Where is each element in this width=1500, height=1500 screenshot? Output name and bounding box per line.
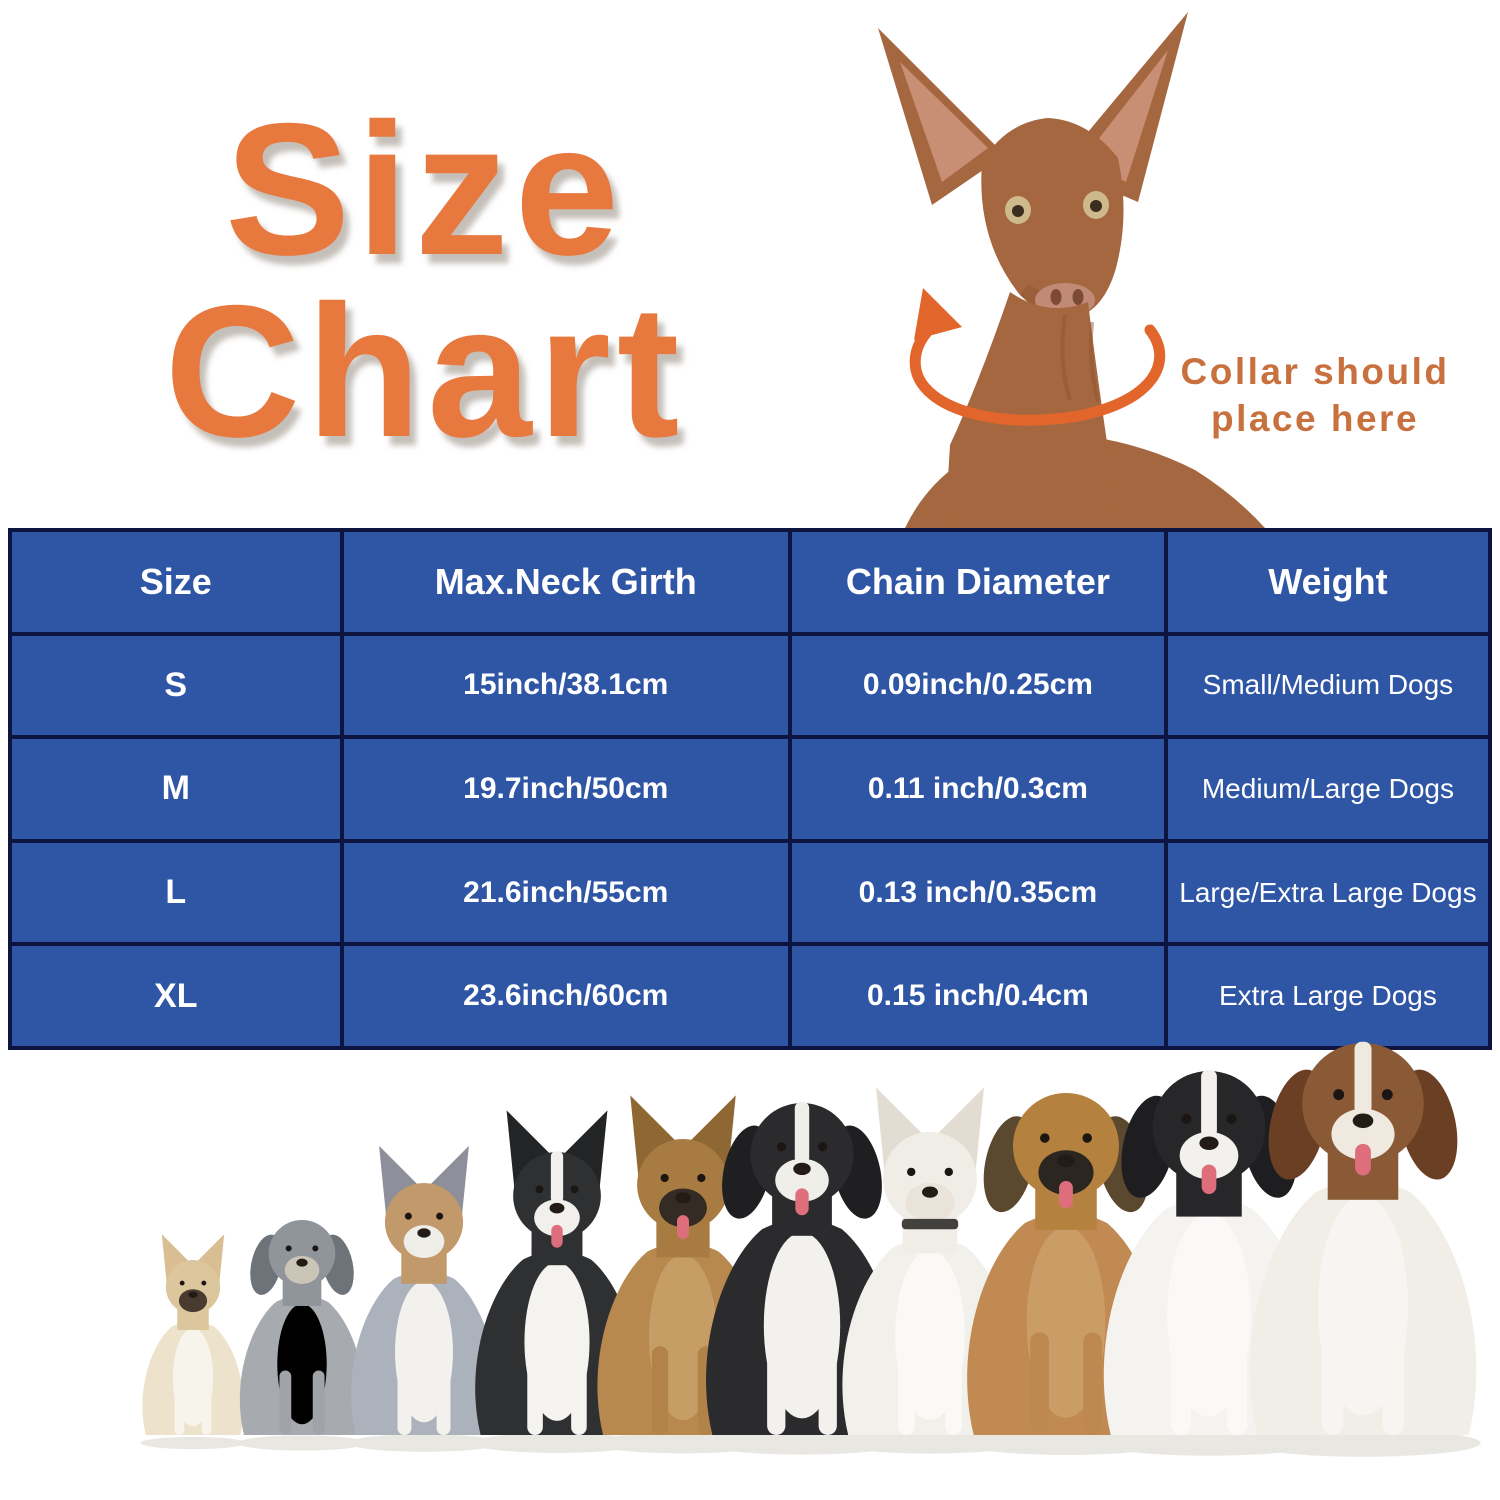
dog-left-ear-inner: [900, 62, 988, 182]
table-cell: 0.13 inch/0.35cm: [787, 838, 1168, 947]
table-header-chain: Chain Diameter: [787, 528, 1168, 636]
table-cell: Small/Medium Dogs: [1163, 631, 1493, 740]
page-title-line1: Size: [224, 84, 626, 294]
table-cell: XL: [8, 942, 344, 1050]
page-title: Size Chart: [50, 84, 800, 477]
dog-neck: [945, 292, 1120, 528]
table-cell: 21.6inch/55cm: [339, 838, 792, 947]
neck-crease-2: [1088, 321, 1100, 403]
dog-head: [981, 118, 1124, 319]
table-row: S 15inch/38.1cm 0.09inch/0.25cm Small/Me…: [8, 631, 1493, 740]
collar-arrowhead-icon: [914, 288, 962, 340]
collar-note-line2: place here: [1210, 398, 1420, 440]
dog-nostril-right: [1072, 289, 1084, 305]
table-header-size: Size: [8, 528, 344, 636]
neck-crease-1: [1060, 314, 1072, 401]
table-cell: Large/Extra Large Dogs: [1163, 838, 1493, 947]
dog-shetland-sheepdog: [348, 1145, 500, 1452]
dog-left-pupil: [1012, 205, 1024, 217]
dog-french-bulldog: [140, 1234, 246, 1450]
table-row: L 21.6inch/55cm 0.13 inch/0.35cm Large/E…: [8, 838, 1493, 947]
table-cell: 0.11 inch/0.3cm: [787, 735, 1168, 843]
table-cell: Extra Large Dogs: [1163, 942, 1493, 1050]
table-cell: M: [8, 735, 344, 843]
dog-neck-photo: [878, 12, 1265, 528]
dog-mastiff: [963, 1093, 1169, 1455]
collar-note: Collar should place here: [1165, 348, 1465, 443]
table-cell: 19.7inch/50cm: [339, 735, 792, 843]
dog-nostril-left: [1050, 289, 1062, 305]
page-title-line2: Chart: [164, 266, 686, 477]
table-row: XL 23.6inch/60cm 0.15 inch/0.4cm Extra L…: [8, 942, 1493, 1050]
table-cell: 0.15 inch/0.4cm: [787, 942, 1168, 1050]
table-header-weight: Weight: [1163, 528, 1493, 636]
dog-saint-bernard: [1245, 1041, 1481, 1457]
table-cell: 15inch/38.1cm: [339, 631, 792, 740]
table-cell: 23.6inch/60cm: [339, 942, 792, 1050]
table-cell: Medium/Large Dogs: [1163, 735, 1493, 843]
dogs-size-lineup: [140, 1041, 1481, 1457]
size-table: Size Max.Neck Girth Chain Diameter Weigh…: [8, 528, 1493, 1050]
collar-note-line1: Collar should: [1180, 351, 1450, 392]
table-header-neck: Max.Neck Girth: [339, 528, 792, 636]
dog-white-bulldog: [839, 1087, 1021, 1454]
table-cell: L: [8, 838, 344, 947]
table-cell: 0.09inch/0.25cm: [787, 631, 1168, 740]
table-header-row: Size Max.Neck Girth Chain Diameter Weigh…: [8, 528, 1493, 636]
collar-measure-arrow-icon: [909, 316, 1166, 426]
dog-right-pupil: [1090, 200, 1102, 212]
table-row: M 19.7inch/50cm 0.11 inch/0.3cm Medium/L…: [8, 735, 1493, 843]
table-cell: S: [8, 631, 344, 740]
dog-schnauzer: [237, 1220, 367, 1451]
